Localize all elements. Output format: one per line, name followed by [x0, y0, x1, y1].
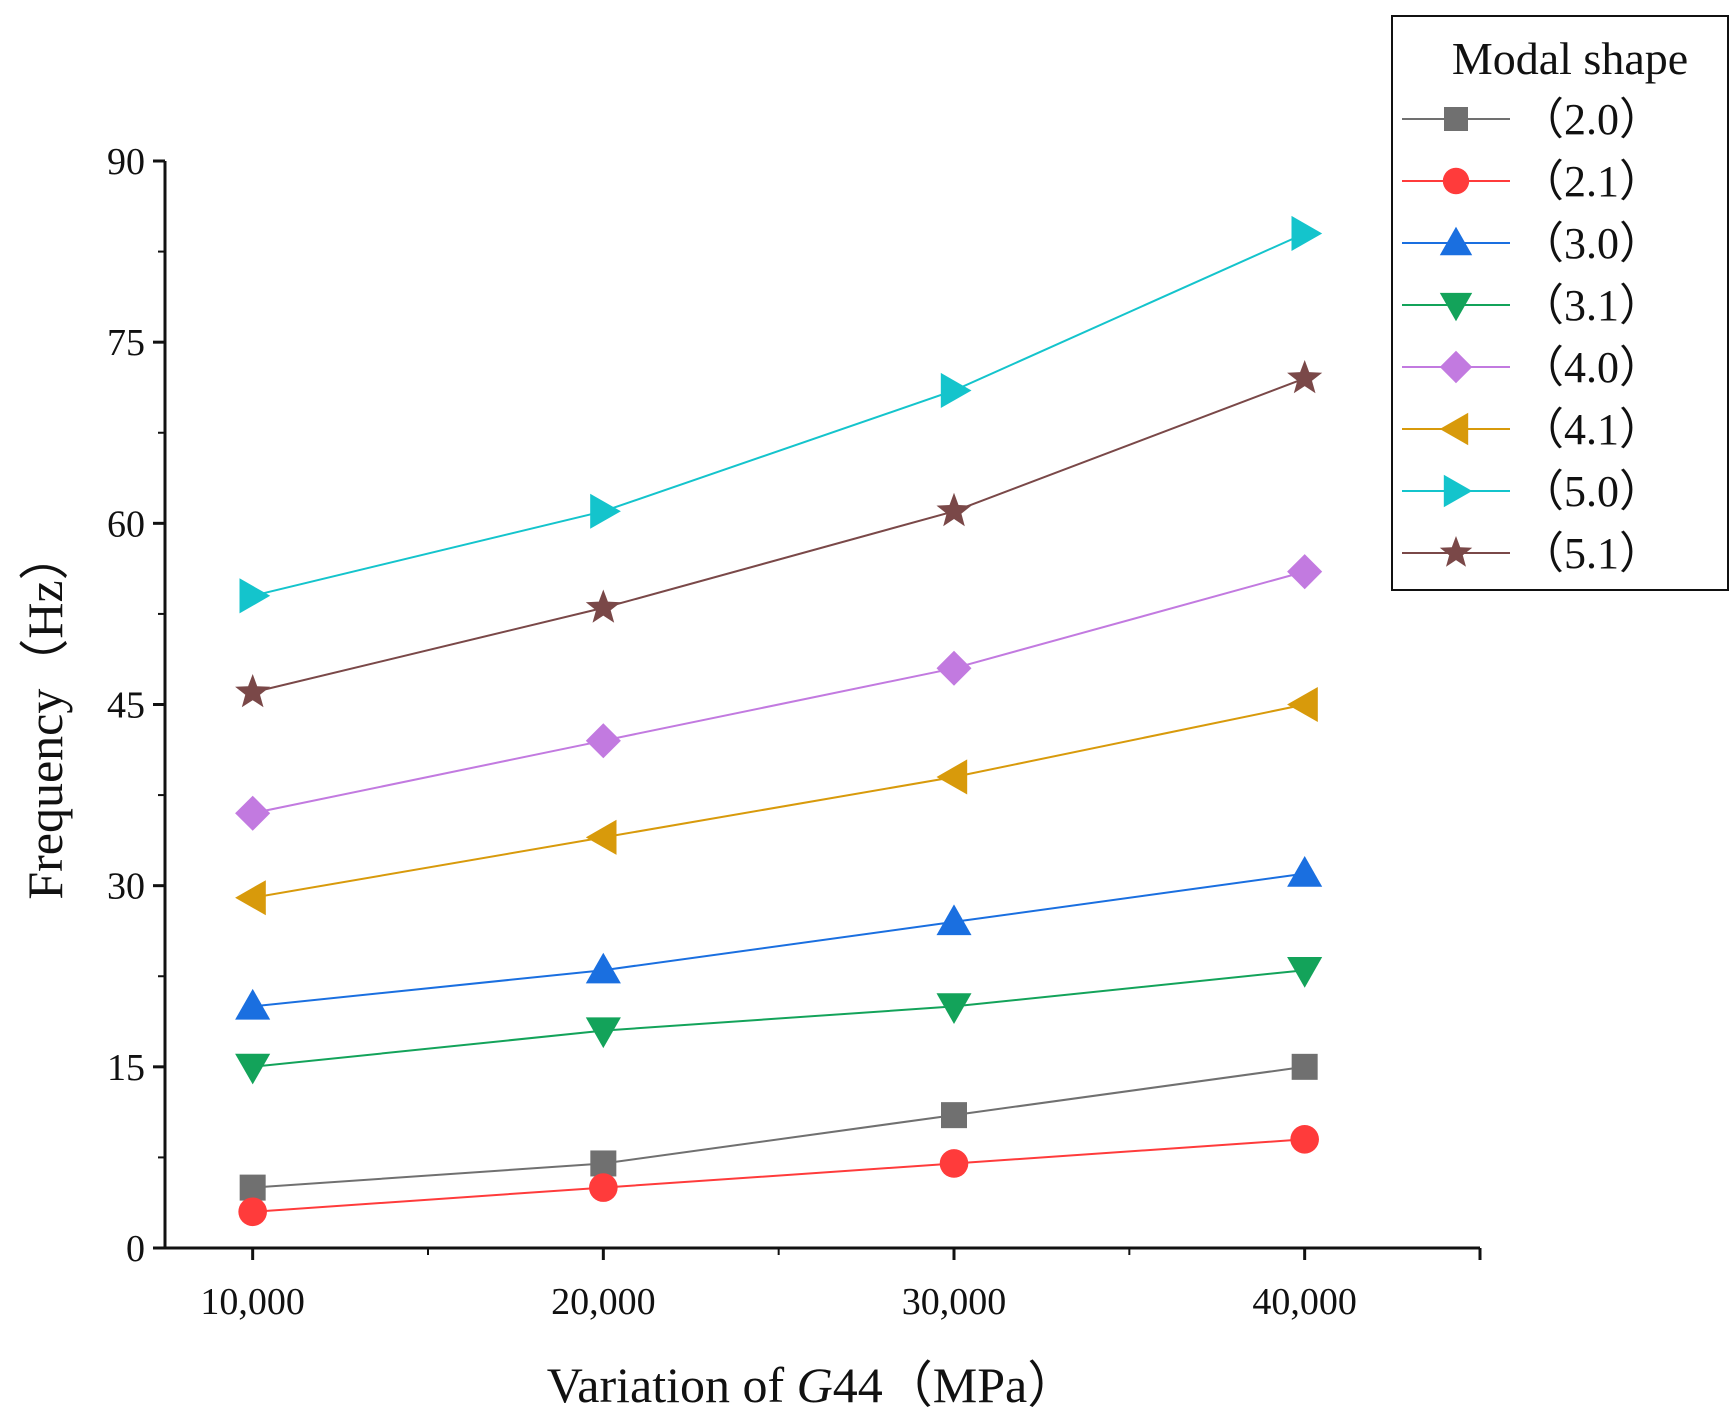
data-point — [590, 493, 621, 529]
legend-label: （3.0） — [1520, 219, 1663, 268]
legend-marker — [1439, 350, 1473, 384]
data-point — [585, 952, 621, 984]
data-point — [1287, 957, 1323, 988]
data-point — [1290, 1125, 1319, 1154]
y-tick-label: 15 — [107, 1047, 145, 1089]
data-point — [936, 492, 972, 527]
x-axis-title-prefix: Variation of — [547, 1357, 797, 1413]
legend-marker — [1443, 474, 1473, 508]
legend-label: （5.0） — [1520, 467, 1663, 516]
data-point — [1291, 1053, 1318, 1080]
data-point — [939, 1149, 969, 1178]
data-point — [936, 993, 972, 1024]
data-point — [238, 1197, 267, 1227]
legend-item: （5.1） — [1402, 529, 1663, 578]
y-tick-label: 75 — [107, 322, 145, 364]
series-4 — [235, 957, 1323, 1085]
legend-item: （5.0） — [1402, 467, 1663, 516]
y-tick-label: 30 — [107, 866, 145, 908]
series-line — [252, 872, 1305, 1008]
data-point — [936, 759, 968, 795]
legend-marker — [1439, 226, 1473, 256]
legend-item: （4.1） — [1402, 405, 1663, 454]
y-axis-title: Frequency（Hz） — [17, 530, 73, 899]
series-3 — [235, 856, 1323, 1020]
series-line — [252, 377, 1306, 694]
series-2 — [238, 1125, 1319, 1227]
y-tick-label: 60 — [107, 503, 145, 545]
legend-label: （2.0） — [1520, 95, 1663, 144]
data-point — [239, 1174, 266, 1201]
legend-marker — [1439, 536, 1473, 567]
legend-marker — [1439, 412, 1469, 446]
data-point — [235, 1053, 271, 1085]
data-point — [235, 674, 271, 708]
series-line — [252, 703, 1305, 899]
x-axis-title: Variation of G44（MPa） — [547, 1357, 1078, 1413]
data-point — [239, 578, 271, 614]
x-tick-label: 10,000 — [200, 1281, 305, 1323]
legend-label: （4.0） — [1520, 343, 1663, 392]
series-layer — [235, 215, 1323, 1227]
series-line — [252, 1138, 1305, 1213]
x-tick-label: 20,000 — [551, 1281, 656, 1323]
series-line — [252, 570, 1305, 815]
data-point — [585, 589, 621, 623]
series-7 — [239, 215, 1323, 614]
legend: Modal shape （2.0） （2.1） （3.0） （3.1） （4.0） （4.… — [1391, 15, 1729, 591]
data-point — [940, 372, 972, 408]
axes-layer: 0 15 30 45 60 75 90 10,000 20,000 30,000 40,000 — [107, 141, 1482, 1323]
x-axis-title-variable: G — [797, 1357, 833, 1413]
data-point — [589, 1173, 618, 1202]
data-point — [235, 988, 271, 1020]
legend-item: （3.1） — [1402, 281, 1663, 330]
data-point — [1287, 687, 1318, 722]
data-point — [1287, 360, 1323, 394]
y-tick-label: 0 — [126, 1228, 145, 1270]
series-1 — [239, 1053, 1318, 1201]
x-tick-label: 40,000 — [1252, 1281, 1357, 1323]
legend-label: （2.1） — [1520, 157, 1663, 206]
data-point — [1287, 554, 1323, 590]
legend-item: （2.0） — [1402, 95, 1663, 144]
data-point — [235, 880, 266, 916]
legend-label: （5.1） — [1520, 529, 1663, 578]
series-8 — [235, 360, 1323, 708]
y-tick-label: 45 — [107, 685, 145, 727]
legend-item: （4.0） — [1402, 343, 1663, 392]
legend-item: （2.1） — [1402, 157, 1663, 206]
legend-marker — [1442, 167, 1470, 195]
series-line — [252, 232, 1306, 597]
series-line — [252, 969, 1305, 1068]
y-tick-label: 90 — [107, 141, 145, 183]
series-5 — [235, 554, 1323, 831]
data-point — [1291, 215, 1323, 251]
data-point — [936, 650, 972, 686]
x-axis-title-suffix: 44（MPa） — [833, 1357, 1077, 1413]
legend-marker — [1444, 107, 1468, 131]
data-point — [941, 1102, 967, 1129]
data-point — [235, 795, 271, 831]
data-point — [936, 904, 972, 936]
legend-label: （3.1） — [1520, 281, 1663, 330]
legend-item: （3.0） — [1402, 219, 1663, 268]
data-point — [590, 1150, 617, 1177]
x-tick-label: 30,000 — [902, 1281, 1007, 1323]
legend-title: Modal shape — [1452, 33, 1688, 84]
legend-items: （2.0） （2.1） （3.0） （3.1） （4.0） （4.1） （5.0） （5.1） — [1402, 95, 1663, 578]
data-point — [585, 819, 617, 855]
legend-marker — [1439, 292, 1473, 322]
series-6 — [235, 687, 1318, 916]
series-line — [252, 1065, 1305, 1189]
data-point — [585, 723, 621, 759]
legend-label: （4.1） — [1520, 405, 1663, 454]
data-point — [585, 1017, 621, 1049]
data-point — [1287, 856, 1323, 887]
